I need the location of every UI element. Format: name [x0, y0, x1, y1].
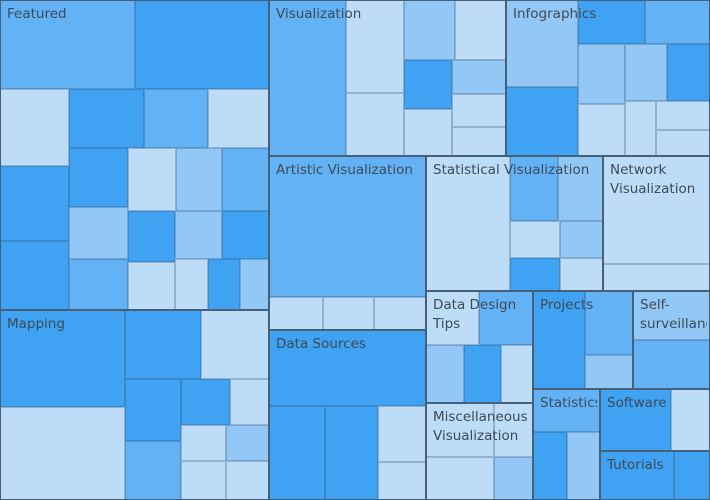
treemap-tile-data-sources-3[interactable] [325, 406, 378, 500]
treemap-tile-data-design-tips-5[interactable] [501, 345, 533, 403]
treemap-tile-self-surveillance-2[interactable] [633, 340, 710, 389]
treemap-tile-data-design-tips-1[interactable] [426, 291, 479, 345]
treemap-tile-visualization-4[interactable] [404, 0, 455, 60]
treemap-tile-visualization-10[interactable] [452, 127, 506, 156]
treemap-tile-statistical-visualization-3[interactable] [558, 156, 603, 221]
treemap-tile-visualization-8[interactable] [452, 94, 506, 127]
treemap-tile-projects-1[interactable] [533, 291, 585, 389]
treemap-tile-statistical-visualization-7[interactable] [560, 258, 603, 291]
treemap-tile-visualization-7[interactable] [452, 60, 506, 94]
treemap-tile-featured-19[interactable] [175, 259, 208, 310]
treemap-tile-infographics-9[interactable] [625, 101, 656, 156]
treemap-tile-tutorials-1[interactable] [600, 451, 674, 500]
treemap-tile-mapping-11[interactable] [181, 461, 226, 500]
treemap-tile-statistics-3[interactable] [567, 432, 600, 500]
treemap-tile-infographics-6[interactable] [625, 44, 667, 101]
treemap-tile-infographics-8[interactable] [578, 104, 625, 156]
treemap-tile-featured-17[interactable] [222, 211, 269, 259]
treemap-tile-artistic-visualization-2[interactable] [269, 297, 323, 330]
treemap-tile-featured-15[interactable] [128, 211, 175, 262]
treemap-tile-miscellaneous-visualization-2[interactable] [494, 403, 533, 457]
treemap-tile-network-visualization-2[interactable] [603, 264, 710, 291]
treemap-tile-infographics-4[interactable] [506, 87, 578, 156]
treemap-tile-miscellaneous-visualization-1[interactable] [426, 403, 494, 457]
treemap-tile-artistic-visualization-3[interactable] [323, 297, 374, 330]
treemap-tile-featured-13[interactable] [69, 207, 128, 259]
treemap-tile-mapping-5[interactable] [125, 379, 181, 441]
treemap-tile-data-design-tips-4[interactable] [464, 345, 501, 403]
treemap-tile-infographics-3[interactable] [645, 0, 710, 44]
treemap-tile-software-2[interactable] [671, 389, 710, 451]
treemap-tile-statistics-2[interactable] [533, 432, 567, 500]
treemap-tile-visualization-3[interactable] [346, 93, 404, 156]
treemap-tile-infographics-7[interactable] [667, 44, 710, 101]
treemap-tile-infographics-2[interactable] [578, 0, 645, 44]
treemap-tile-statistical-visualization-4[interactable] [510, 221, 560, 258]
treemap-tile-featured-1[interactable] [0, 0, 135, 89]
treemap-tile-featured-7[interactable] [0, 166, 69, 241]
treemap-tile-featured-5[interactable] [144, 89, 208, 148]
treemap-tile-data-sources-4[interactable] [378, 406, 426, 462]
treemap-tile-featured-14[interactable] [69, 259, 128, 310]
treemap-tile-data-design-tips-2[interactable] [479, 291, 533, 345]
treemap-tile-visualization-2[interactable] [346, 0, 404, 93]
treemap-tile-miscellaneous-visualization-4[interactable] [494, 457, 533, 500]
treemap-tile-artistic-visualization-1[interactable] [269, 156, 426, 297]
treemap-tile-featured-4[interactable] [69, 89, 144, 148]
treemap-tile-statistical-visualization-1[interactable] [426, 156, 510, 291]
treemap-tile-mapping-3[interactable] [125, 310, 201, 379]
treemap-tile-featured-16[interactable] [175, 211, 222, 259]
treemap-tile-featured-12[interactable] [222, 148, 269, 211]
treemap-tile-data-design-tips-3[interactable] [426, 345, 464, 403]
treemap-tile-statistical-visualization-5[interactable] [560, 221, 603, 258]
treemap-tile-mapping-12[interactable] [226, 461, 269, 500]
treemap-tile-featured-3[interactable] [0, 89, 69, 166]
treemap-tile-software-1[interactable] [600, 389, 671, 451]
treemap-tile-artistic-visualization-4[interactable] [374, 297, 426, 330]
treemap-tile-infographics-11[interactable] [656, 130, 710, 156]
treemap-tile-visualization-6[interactable] [404, 60, 452, 109]
treemap-tile-data-sources-1[interactable] [269, 330, 426, 406]
treemap-tile-infographics-5[interactable] [578, 44, 625, 104]
treemap-tile-miscellaneous-visualization-3[interactable] [426, 457, 494, 500]
treemap-tile-visualization-9[interactable] [404, 109, 452, 156]
treemap-tile-mapping-7[interactable] [230, 379, 269, 425]
treemap-tile-self-surveillance-1[interactable] [633, 291, 710, 340]
treemap-tile-featured-20[interactable] [208, 259, 240, 310]
treemap-tile-visualization-5[interactable] [455, 0, 506, 60]
treemap-tile-projects-3[interactable] [585, 355, 633, 389]
treemap-tile-featured-11[interactable] [176, 148, 222, 211]
treemap-tile-network-visualization-1[interactable] [603, 156, 710, 264]
treemap-tile-data-sources-5[interactable] [378, 462, 426, 500]
treemap-tile-visualization-1[interactable] [269, 0, 346, 156]
treemap-tile-mapping-9[interactable] [181, 425, 226, 461]
treemap-tile-statistical-visualization-6[interactable] [510, 258, 560, 291]
treemap-tile-featured-2[interactable] [135, 0, 269, 89]
treemap-tile-mapping-8[interactable] [125, 441, 181, 500]
treemap-tile-infographics-1[interactable] [506, 0, 578, 87]
treemap-tile-statistics-1[interactable] [533, 389, 600, 432]
treemap-tile-mapping-10[interactable] [226, 425, 269, 461]
treemap-tile-infographics-10[interactable] [656, 101, 710, 130]
treemap-tile-mapping-2[interactable] [0, 407, 125, 500]
treemap-tile-featured-9[interactable] [69, 148, 128, 207]
treemap-tile-featured-10[interactable] [128, 148, 176, 211]
treemap-tile-featured-18[interactable] [128, 262, 175, 310]
treemap-tile-featured-6[interactable] [208, 89, 269, 148]
treemap-tile-mapping-1[interactable] [0, 310, 125, 407]
treemap-tile-projects-2[interactable] [585, 291, 633, 355]
treemap-tile-data-sources-2[interactable] [269, 406, 325, 500]
treemap-tile-featured-21[interactable] [240, 259, 269, 310]
treemap-tile-mapping-4[interactable] [201, 310, 269, 379]
treemap-tile-statistical-visualization-2[interactable] [510, 156, 558, 221]
treemap-tile-featured-8[interactable] [0, 241, 69, 310]
treemap-tile-mapping-6[interactable] [181, 379, 230, 425]
treemap-tile-tutorials-2[interactable] [674, 451, 710, 500]
